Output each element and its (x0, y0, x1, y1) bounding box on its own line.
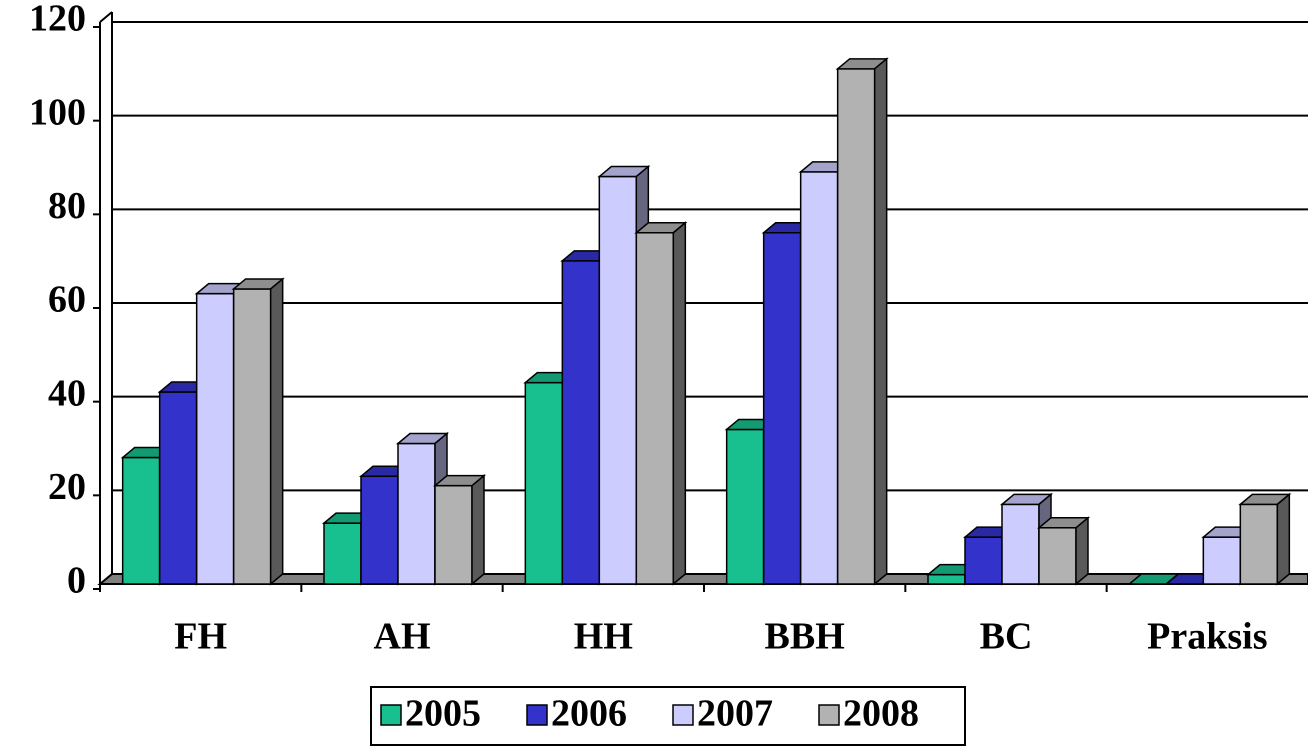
bar (725, 428, 765, 585)
bar (635, 232, 675, 585)
bar (397, 442, 436, 585)
legend-swatch (818, 704, 840, 726)
legend-label: 2008 (843, 693, 919, 735)
bar (964, 536, 1003, 585)
y-tick-label: 40 (48, 372, 86, 414)
y-tick-label: 0 (67, 560, 86, 602)
x-tick-label: BBH (765, 616, 845, 658)
legend-label: 2007 (697, 693, 773, 735)
y-tick-label: 120 (29, 0, 86, 40)
bar (434, 484, 473, 585)
bar-side (1276, 492, 1291, 586)
bar (195, 292, 235, 585)
bar (232, 288, 272, 585)
bar (323, 522, 362, 585)
bar-side (672, 221, 687, 586)
y-tick-label: 100 (29, 91, 86, 133)
bar (524, 381, 564, 585)
bar (836, 68, 876, 585)
x-tick-label: FH (174, 616, 227, 658)
legend-label: 2006 (551, 693, 627, 735)
bar-side (471, 474, 485, 586)
bar (1202, 536, 1242, 585)
bar (1239, 503, 1279, 585)
bar (1038, 527, 1077, 585)
bar (158, 391, 198, 585)
legend-swatch (526, 704, 548, 726)
bar (121, 456, 161, 585)
legend-box (370, 686, 966, 746)
y-tick-label: 60 (48, 279, 86, 321)
bar (1001, 503, 1040, 585)
x-tick-label: Praksis (1147, 616, 1267, 658)
bar (598, 175, 638, 585)
bar (360, 475, 399, 585)
legend: 2005 2006 2007 2008 (370, 686, 966, 746)
bar-side (873, 57, 888, 586)
bar (927, 573, 966, 585)
bar (561, 260, 601, 585)
bar (799, 171, 839, 585)
legend-label: 2005 (405, 693, 481, 735)
bar-side (1075, 516, 1089, 586)
y-axis-top (99, 11, 113, 23)
x-tick-label: HH (574, 616, 633, 658)
legend-swatch (380, 704, 402, 726)
legend-swatch (672, 704, 694, 726)
x-tick-label: AH (374, 616, 431, 658)
bar (762, 232, 802, 585)
x-tick-label: BC (980, 616, 1033, 658)
bar-side (269, 277, 284, 586)
y-tick-label: 80 (48, 185, 86, 227)
y-tick-label: 20 (48, 466, 86, 508)
